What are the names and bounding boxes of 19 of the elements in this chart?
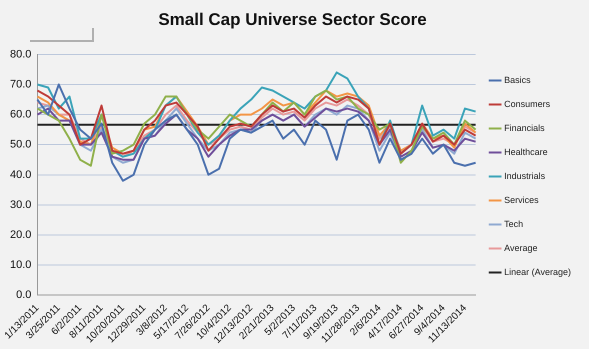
y-tick-label: 0.0 bbox=[16, 289, 32, 302]
legend-label: Financials bbox=[504, 122, 546, 133]
y-tick-label: 80.0 bbox=[10, 48, 32, 60]
y-tick-label: 40.0 bbox=[10, 168, 32, 181]
y-tick-label: 20.0 bbox=[10, 228, 32, 241]
y-tick-label: 30.0 bbox=[10, 198, 32, 211]
legend-label: Tech bbox=[504, 218, 524, 229]
legend-label: Services bbox=[504, 194, 540, 205]
y-tick-label: 70.0 bbox=[10, 78, 32, 91]
legend-label: Average bbox=[504, 242, 538, 253]
y-tick-label: 50.0 bbox=[10, 138, 32, 151]
legend-label: Industrials bbox=[504, 170, 546, 181]
legend-label: Basics bbox=[504, 74, 532, 85]
y-tick-label: 60.0 bbox=[10, 108, 32, 121]
legend-label: Healthcare bbox=[504, 146, 548, 157]
legend-label: Linear (Average) bbox=[504, 266, 572, 277]
chart-title: Small Cap Universe Sector Score bbox=[158, 10, 427, 29]
y-tick-label: 10.0 bbox=[10, 259, 32, 272]
legend-label: Consumers bbox=[504, 98, 551, 109]
